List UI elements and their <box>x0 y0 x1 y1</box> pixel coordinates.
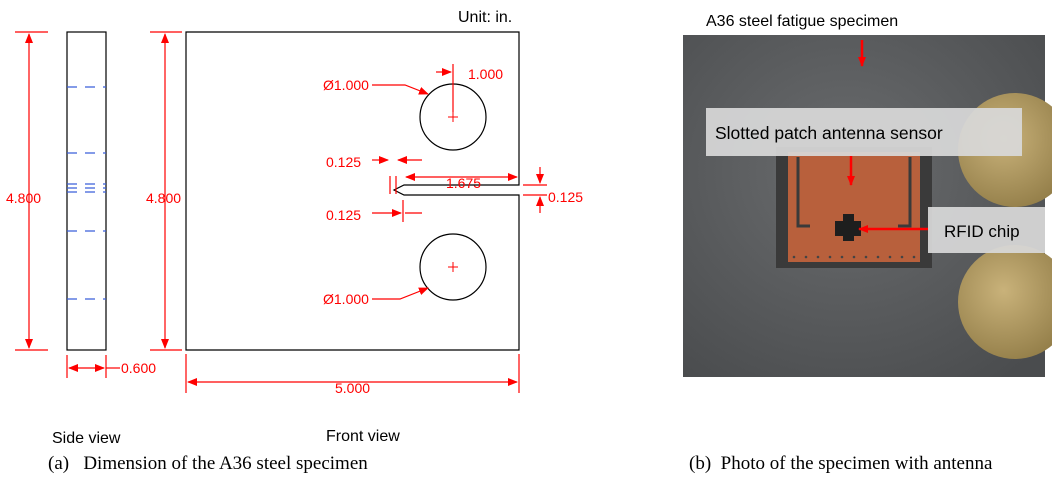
front-width-label: 5.000 <box>335 380 370 396</box>
specimen-photo <box>683 35 1052 377</box>
side-height-dimension <box>15 31 48 351</box>
photo-arrows <box>847 40 928 233</box>
antenna-slots <box>796 157 912 228</box>
front-view <box>150 31 547 393</box>
chip-label-box <box>928 207 1045 253</box>
front-height-label: 4.800 <box>146 190 181 206</box>
front-view-label: Front view <box>326 428 400 445</box>
front-height-dimension <box>150 31 182 351</box>
rfid-chip-graphic <box>835 214 861 241</box>
slot-top-width-label: 0.125 <box>326 154 361 170</box>
caption-a: (a) Dimension of the A36 steel specimen <box>48 453 368 474</box>
side-width-dimension <box>66 355 120 378</box>
unit-note: Unit: in. <box>458 9 512 26</box>
side-width-label: 0.600 <box>121 360 156 376</box>
antenna-vias <box>792 255 916 259</box>
caption-b: (b) Photo of the specimen with antenna <box>689 453 993 474</box>
slot-width-dimensions <box>372 156 422 222</box>
slot-length-label: 1.675 <box>446 175 481 191</box>
sensor-label: Slotted patch antenna sensor <box>715 123 943 143</box>
sensor-label-box <box>706 108 1022 156</box>
photo-title: A36 steel fatigue specimen <box>706 13 898 30</box>
side-view-outline <box>66 31 107 351</box>
hole-offset-label: 1.000 <box>468 66 503 82</box>
slot-gap-dimension <box>523 167 547 213</box>
side-view <box>15 31 120 378</box>
slot-gap-label: 0.125 <box>548 189 583 205</box>
side-view-label: Side view <box>52 430 121 447</box>
front-view-outline <box>185 31 520 351</box>
photo-hole-bottom <box>958 245 1052 359</box>
slot-bottom-width-label: 0.125 <box>326 207 361 223</box>
side-height-label: 4.800 <box>6 190 41 206</box>
chip-label: RFID chip <box>944 222 1020 241</box>
front-width-dimension <box>185 354 520 393</box>
bottom-hole-diameter-label: Ø1.000 <box>323 291 369 307</box>
antenna-patch <box>788 152 920 262</box>
hole-offset-dimension <box>436 64 454 112</box>
top-hole-diameter-label: Ø1.000 <box>323 77 369 93</box>
diameter-leaders <box>372 84 429 300</box>
bottom-hole <box>419 233 487 301</box>
hole-center-marks <box>448 112 458 272</box>
side-view-hidden-lines <box>67 86 106 300</box>
